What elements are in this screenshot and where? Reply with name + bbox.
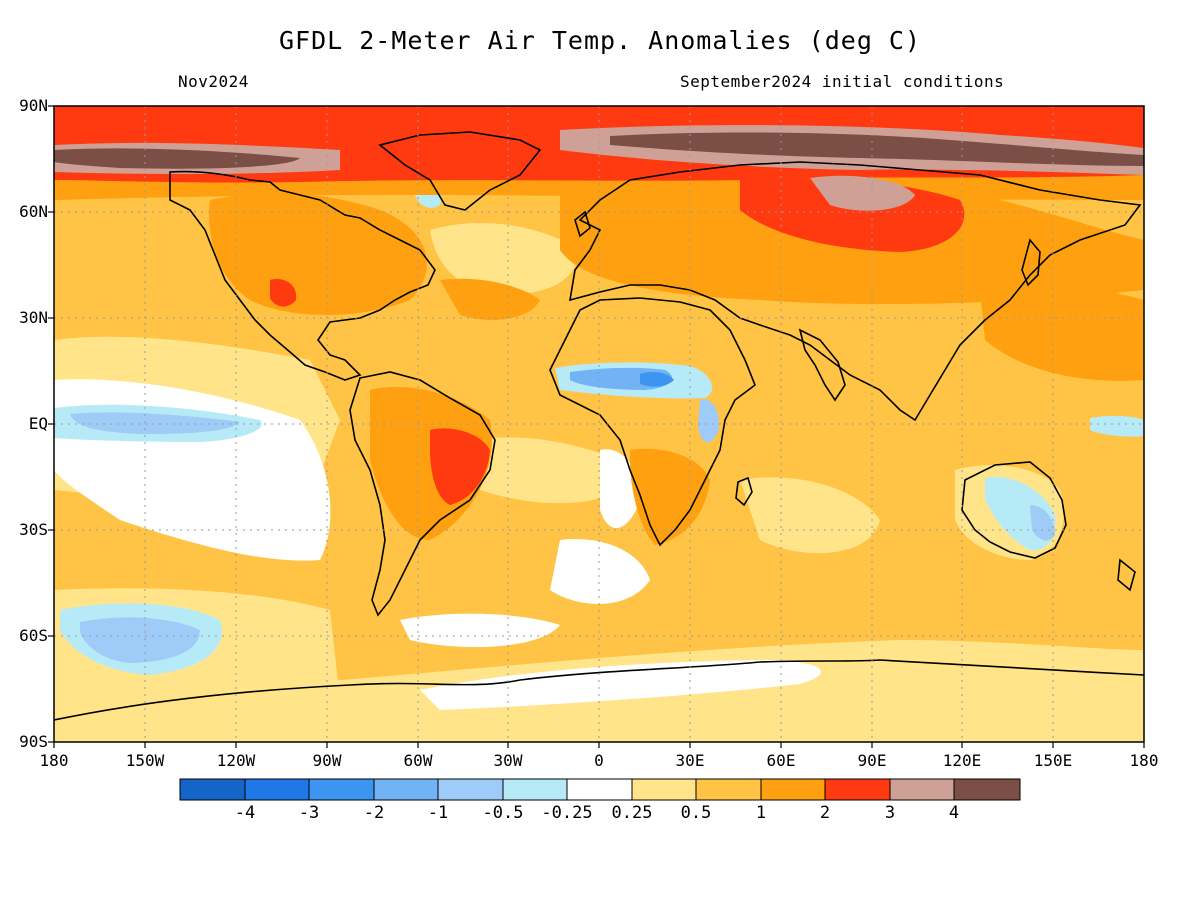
region-siberia-very-hot (810, 175, 915, 211)
region-north-pacific-warm (980, 284, 1144, 381)
colorbar-swatch (566, 778, 633, 801)
colorbar-label: 4 (948, 803, 960, 823)
lon-label-150e: 150E (1033, 751, 1073, 770)
graticule (54, 106, 1144, 742)
colorbar-swatch (502, 778, 568, 801)
colorbar-swatch (889, 778, 955, 801)
region-east-arctic-extreme (610, 132, 1144, 166)
colorbar-swatch (953, 778, 1021, 801)
lon-label-120w: 120W (216, 751, 256, 770)
region-antarctic-neutral (420, 660, 821, 710)
region-west-pacific-cool (1090, 415, 1144, 437)
colorbar-label: -2 (363, 803, 385, 823)
initial-conditions: September2024 initial conditions (680, 72, 1005, 91)
colorbar-label: -1 (427, 803, 449, 823)
coast-australia (961, 461, 1067, 559)
colorbar-swatch (695, 778, 762, 801)
region-equatorial-pacific-cold (70, 412, 240, 434)
lat-label-90n: 90N (19, 96, 48, 115)
lon-label-60w: 60W (403, 751, 433, 770)
coast-africa (549, 297, 756, 547)
region-brazil-hot (430, 428, 490, 505)
lat-label-60s: 60S (19, 626, 48, 645)
colorbar-label: 0.25 (611, 803, 653, 823)
lat-label-30s: 30S (19, 520, 48, 539)
lon-label-120e: 120E (942, 751, 982, 770)
lat-label-90s: 90S (19, 732, 48, 751)
colorbar-swatch (760, 778, 826, 801)
coast-india (798, 328, 846, 402)
region-arctic-extreme (54, 148, 300, 169)
coast-new-zealand (1117, 558, 1136, 592)
colorbar-label: 1 (755, 803, 767, 823)
colorbar-label: 3 (884, 803, 896, 823)
region-north-america-warm (209, 193, 427, 315)
colorbar-label: 2 (819, 803, 831, 823)
colorbar-label: -0.5 (482, 803, 524, 823)
forecast-month: Nov2024 (178, 72, 249, 91)
colorbar-label: -4 (234, 803, 256, 823)
lon-label-90e: 90E (857, 751, 887, 770)
lon-label-60e: 60E (766, 751, 796, 770)
coast-uk (574, 210, 591, 238)
colorbar-label: -3 (298, 803, 320, 823)
coast-antarctica (54, 659, 1144, 721)
region-equatorial-atlantic-light (470, 437, 640, 504)
lon-label-30w: 30W (493, 751, 523, 770)
coast-south-america (349, 371, 496, 617)
colorbar-swatch (373, 778, 439, 801)
colorbar-label: 0.5 (680, 803, 712, 823)
colorbar-swatch (631, 778, 697, 801)
region-east-africa-cool (698, 399, 719, 443)
region-south-atlantic-neutral (550, 539, 650, 604)
lat-label-30n: 30N (19, 308, 48, 327)
lon-label-180e: 180 (1129, 751, 1159, 770)
lon-label-180w: 180 (39, 751, 69, 770)
colorbar-swatch (308, 778, 375, 801)
lon-label-30e: 30E (675, 751, 705, 770)
coast-eurasia (569, 161, 1142, 422)
lon-label-150w: 150W (125, 751, 165, 770)
region-southeast-pacific-neutral (400, 613, 560, 648)
coast-madagascar (735, 476, 753, 507)
colorbar-swatch (824, 778, 891, 801)
coast-greenland (378, 131, 542, 211)
region-sahel-coldest (640, 372, 674, 387)
lat-label-eq: EQ (28, 414, 48, 433)
region-north-atlantic-warm (440, 278, 540, 320)
lat-label-60n: 60N (19, 202, 48, 221)
page-title: GFDL 2-Meter Air Temp. Anomalies (deg C) (278, 26, 922, 55)
colorbar (179, 778, 1021, 801)
lon-label-0: 0 (594, 751, 604, 770)
coast-north-america (169, 170, 436, 381)
colorbar-swatch (179, 778, 246, 801)
region-north-america-hot (270, 279, 297, 307)
region-australia-cold (1030, 505, 1055, 541)
axis-ticks (48, 105, 1145, 748)
colorbar-swatch (437, 778, 504, 801)
region-south-pacific-cold (80, 617, 200, 663)
lon-label-90w: 90W (312, 751, 342, 770)
region-north-atlantic-light (430, 222, 580, 294)
coastlines (54, 131, 1144, 721)
coast-japan (1021, 238, 1041, 287)
colorbar-swatch (244, 778, 310, 801)
anomaly-field (54, 106, 1144, 742)
region-west-indian-light (740, 477, 880, 554)
colorbar-label: -0.25 (541, 803, 593, 823)
